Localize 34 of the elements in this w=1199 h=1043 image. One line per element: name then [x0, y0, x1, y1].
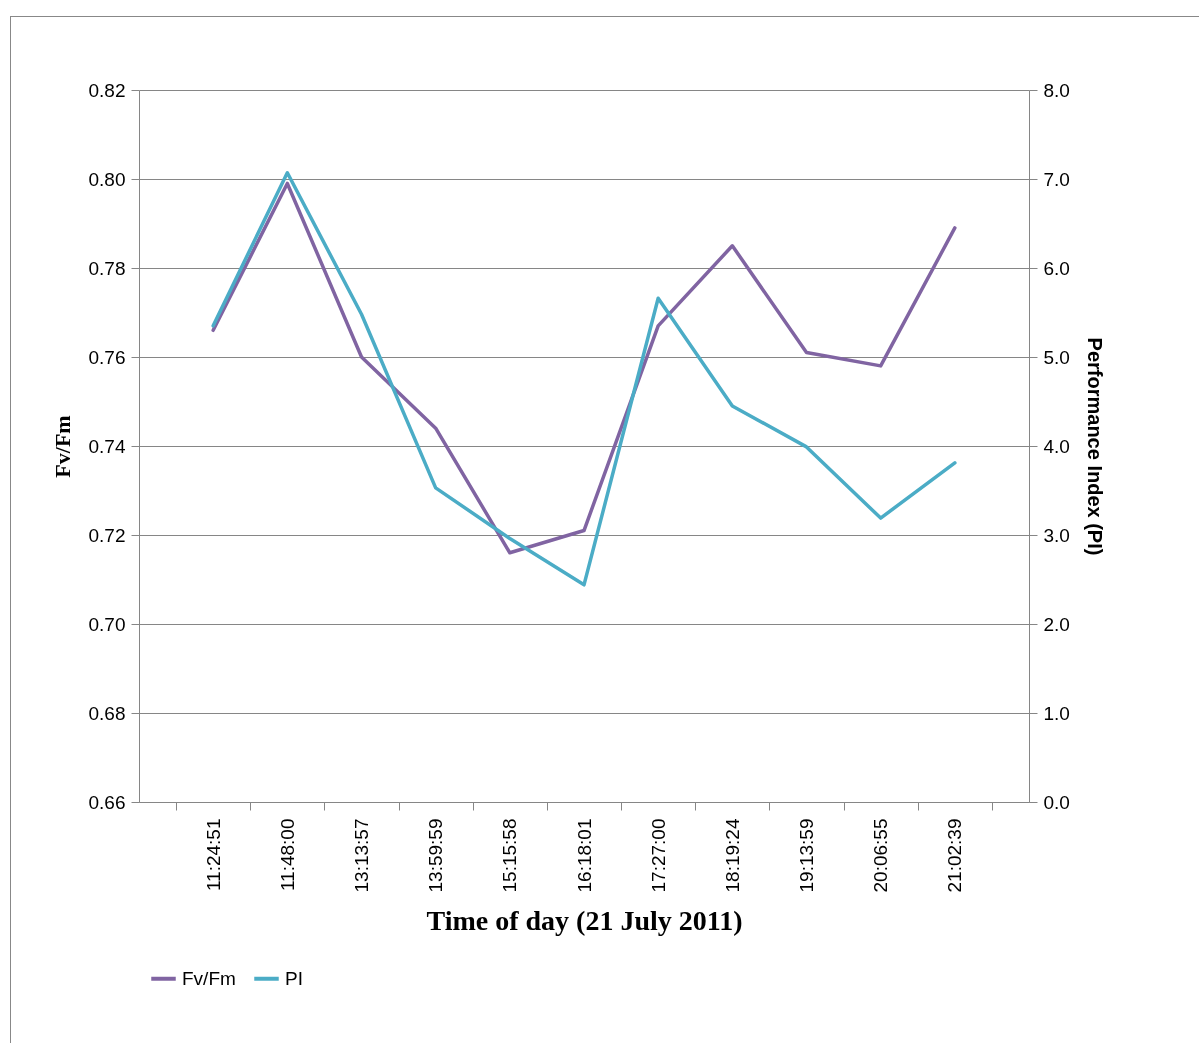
- y2-tick-label: 4.0: [1043, 435, 1070, 457]
- legend-label: PI: [285, 967, 303, 989]
- y-tick-label: 0.70: [88, 613, 126, 635]
- x-tick-label: 13:59:59: [425, 818, 447, 893]
- y2-tick-label: 1.0: [1043, 702, 1070, 724]
- x-tick-label: 11:24:51: [202, 818, 224, 892]
- y-tick-label: 0.80: [88, 168, 126, 190]
- x-tick-label: 15:15:58: [499, 818, 521, 893]
- y2-tick-label: 5.0: [1043, 346, 1070, 368]
- y2-tick-label: 8.0: [1043, 79, 1070, 101]
- y-tick-label: 0.76: [88, 346, 126, 368]
- y2-tick-label: 0.0: [1043, 791, 1070, 813]
- x-tick-label: 21:02:39: [944, 818, 966, 893]
- y2-axis-title: Performance Index (PI): [1083, 337, 1106, 556]
- y2-tick-label: 6.0: [1043, 257, 1070, 279]
- x-tick-label: 17:27:00: [647, 818, 669, 893]
- x-tick-label: 20:06:55: [870, 818, 892, 893]
- x-tick-label: 16:18:01: [573, 818, 595, 893]
- x-tick-label: 19:13:59: [796, 818, 817, 893]
- y2-tick-label: 3.0: [1043, 524, 1070, 546]
- y-tick-label: 0.82: [88, 79, 126, 101]
- x-axis-title: Time of day (21 July 2011): [426, 905, 743, 937]
- y-tick-label: 0.78: [88, 257, 126, 279]
- y-tick-label: 0.66: [88, 791, 126, 813]
- x-tick-label: 13:13:57: [351, 818, 372, 893]
- x-tick-label: 11:48:00: [276, 818, 298, 892]
- y-tick-label: 0.74: [88, 435, 126, 457]
- x-tick-label: 18:19:24: [721, 818, 743, 893]
- y-axis-title: Fv/Fm: [49, 415, 75, 478]
- y2-tick-label: 7.0: [1043, 168, 1070, 190]
- y2-tick-label: 2.0: [1043, 613, 1070, 635]
- legend-label: Fv/Fm: [182, 967, 236, 989]
- y-tick-label: 0.72: [88, 524, 126, 546]
- y-tick-label: 0.68: [88, 702, 126, 724]
